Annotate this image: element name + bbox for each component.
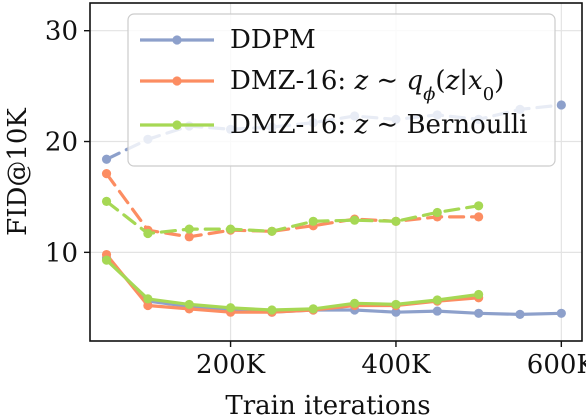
y-axis-label: FID@10K (3, 108, 33, 236)
series-1-dashed-point (474, 212, 484, 222)
series-1-dashed-line (104, 172, 481, 239)
ticks: 200K 400K 600K 10 20 30 (45, 17, 586, 380)
series-2-dashed-point (350, 215, 360, 225)
plot-frame (89, 2, 583, 342)
legend-swatch-marker (172, 35, 182, 45)
series-0-solid-point (515, 309, 525, 320)
series-2-solid-point (225, 303, 236, 313)
legend-entry: DMZ-16: z ∼ qϕ(z|x0) (140, 66, 504, 105)
x-tick-label: 200K (196, 350, 266, 380)
legend-label: DDPM (230, 25, 316, 55)
series-1-solid (101, 249, 484, 317)
series-2-solid-point (308, 304, 318, 314)
series-2-solid-point (267, 305, 277, 315)
legend-swatch-marker (172, 76, 182, 86)
y-tick-label: 10 (45, 238, 78, 268)
series-2-dashed-point (391, 216, 401, 226)
legend-entry: DMZ-16: z ∼ Bernoulli (140, 110, 527, 140)
series-2-solid (101, 255, 484, 315)
series-2-solid-point (143, 294, 153, 304)
series-2-dashed-point (143, 228, 153, 239)
x-axis-label: Train iterations (225, 391, 430, 418)
legend-box (127, 13, 556, 167)
series-2-dashed (101, 196, 484, 239)
legend-entry: DDPM (140, 25, 316, 55)
legend-label: DMZ-16: z ∼ qϕ(z|x0) (230, 66, 504, 105)
series-2-solid-point (101, 255, 112, 265)
series-0-dashed-point (556, 100, 566, 110)
series-2-solid-point (391, 299, 401, 310)
series-1-solid-point (143, 300, 153, 311)
series-2-solid-line (104, 258, 481, 312)
legend-label: DMZ-16: z ∼ Bernoulli (230, 110, 527, 140)
series-2-dashed-point (474, 201, 484, 211)
series-2-dashed-point (101, 196, 112, 206)
series-2-dashed-point (432, 207, 442, 218)
y-tick-label: 30 (45, 17, 78, 47)
series-2-solid-point (432, 295, 442, 305)
legend-entries: DDPM DMZ-16: z ∼ qϕ(z|x0) DMZ-16: z ∼ Bern… (140, 25, 527, 140)
series-2-dashed-line (104, 199, 481, 236)
y-tick-label: 20 (45, 128, 78, 158)
series-2-dashed-point (308, 216, 318, 226)
legend-swatch-marker (172, 120, 182, 130)
series-2-dashed-point (225, 224, 236, 234)
series-1-dashed (101, 169, 484, 242)
legend: DDPM DMZ-16: z ∼ qϕ(z|x0) DMZ-16: z ∼ Bern… (127, 13, 556, 167)
series-0-solid-point (432, 306, 442, 316)
series-0-dashed-point (101, 154, 112, 164)
series-1-dashed-point (184, 232, 194, 242)
x-tick-label: 400K (361, 350, 431, 380)
series-2-solid-point (350, 298, 360, 308)
series-0-solid-point (391, 307, 401, 317)
series-2-dashed-point (184, 224, 194, 234)
series-0-solid-line (104, 256, 563, 316)
series-0-solid-point (474, 308, 484, 318)
series-2-dashed-point (267, 226, 277, 236)
series-0-solid-point (556, 308, 566, 318)
x-tick-label: 600K (527, 350, 586, 380)
series-2-solid-point (474, 289, 484, 300)
series-2-solid-point (184, 299, 194, 310)
series-1-dashed-point (101, 169, 112, 179)
